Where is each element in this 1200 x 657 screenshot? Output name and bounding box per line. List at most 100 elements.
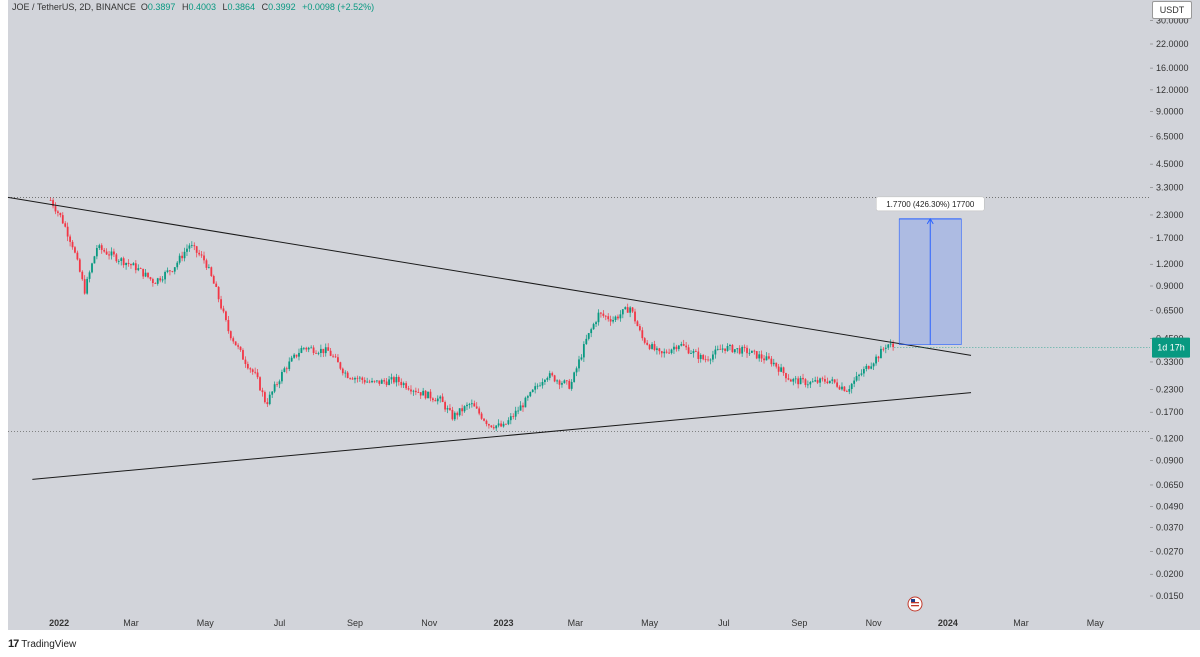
candle-body — [488, 424, 490, 426]
candle-body — [298, 352, 300, 357]
candle-body — [573, 372, 576, 382]
candle-body — [787, 378, 790, 380]
symbol-label[interactable]: JOE / TetherUS, 2D, BINANCE — [12, 2, 136, 12]
candle-body — [383, 380, 386, 382]
candle-body — [582, 344, 585, 358]
candle-body — [132, 263, 135, 266]
candle-body — [239, 346, 242, 351]
tradingview-logo[interactable]: 17 TradingView — [8, 638, 76, 650]
candle-body — [524, 397, 527, 408]
candle-body — [505, 423, 507, 425]
candle-body — [782, 367, 785, 374]
candle-body — [78, 259, 81, 272]
candle-body — [388, 379, 390, 385]
candle-body — [188, 245, 191, 249]
y-tick-label: 1.7000 — [1156, 233, 1184, 243]
candle-body — [690, 353, 692, 354]
candle-body — [273, 384, 276, 392]
x-tick-label: Nov — [421, 618, 438, 628]
candle-body — [694, 351, 697, 352]
currency-button[interactable]: USDT — [1152, 1, 1192, 19]
candle-body — [816, 380, 819, 383]
candle-body — [507, 420, 510, 425]
x-tick-label: Nov — [866, 618, 883, 628]
candle-body — [529, 392, 532, 397]
candle-body — [424, 390, 427, 399]
candle-body — [799, 377, 802, 385]
candle-body — [631, 307, 634, 312]
candle-body — [634, 311, 636, 322]
candle-body — [178, 255, 181, 263]
candle-body — [100, 245, 103, 250]
candle-body — [509, 416, 512, 421]
candle-body — [368, 381, 371, 383]
candle-body — [205, 260, 208, 268]
candle-body — [151, 279, 154, 284]
x-tick-label: Mar — [123, 618, 139, 628]
candle-body — [811, 381, 814, 383]
candle-body — [648, 344, 651, 349]
candle-body — [117, 260, 120, 262]
candle-body — [500, 423, 502, 427]
candle-body — [200, 254, 203, 256]
candle-body — [356, 377, 359, 379]
candle-body — [371, 380, 373, 383]
plot-area[interactable] — [8, 0, 1150, 630]
candle-body — [122, 258, 125, 266]
candle-body — [419, 392, 422, 396]
candle-body — [831, 379, 834, 381]
candle-body — [217, 286, 220, 300]
low-label: L — [222, 2, 228, 12]
candle-body — [892, 343, 895, 348]
candle-body — [658, 348, 661, 352]
trendline-upper[interactable] — [7, 196, 972, 356]
candle-body — [130, 264, 132, 266]
candle-body — [492, 427, 495, 429]
candle-body — [833, 379, 836, 383]
candle-body — [232, 338, 235, 342]
candle-body — [397, 377, 400, 382]
candle-body — [108, 254, 110, 256]
candle-body — [743, 346, 746, 348]
candle-body — [52, 200, 54, 207]
candle-body — [716, 348, 719, 350]
candle-body — [261, 390, 264, 393]
tradingview-logo-text: TradingView — [21, 638, 77, 650]
candle-body — [889, 343, 892, 345]
candle-body — [363, 379, 366, 383]
candle-body — [824, 379, 826, 382]
candle-body — [797, 378, 800, 385]
y-tick-label: 0.3300 — [1156, 357, 1184, 367]
candle-body — [770, 358, 773, 365]
candle-body — [237, 345, 240, 347]
candle-body — [166, 270, 169, 272]
candle-body — [636, 321, 639, 327]
candle-body — [575, 368, 578, 373]
y-tick-label: 0.9000 — [1156, 281, 1184, 291]
candle-body — [429, 391, 432, 399]
candle-body — [290, 357, 293, 362]
candle-body — [295, 354, 298, 357]
candle-body — [317, 352, 320, 354]
candle-body — [804, 379, 807, 385]
candle-body — [884, 347, 887, 349]
candle-body — [568, 380, 571, 389]
candle-body — [293, 354, 296, 358]
candle-body — [512, 416, 515, 418]
price-axis[interactable] — [1150, 0, 1200, 630]
us-flag-stripe — [911, 605, 920, 607]
candle-body — [548, 373, 551, 378]
y-tick-label: 12.0000 — [1156, 85, 1189, 95]
candle-body — [497, 423, 500, 426]
close-value: 0.3992 — [268, 2, 296, 12]
y-tick-label: 22.0000 — [1156, 39, 1189, 49]
x-tick-label: 2022 — [49, 618, 69, 628]
candle-body — [478, 408, 481, 414]
trendline-lower[interactable] — [32, 392, 972, 480]
candle-body — [685, 345, 688, 348]
ohlc-legend: JOE / TetherUS, 2D, BINANCE O0.3897 H0.4… — [12, 2, 378, 12]
candle-body — [872, 363, 875, 367]
candle-body — [59, 212, 62, 216]
